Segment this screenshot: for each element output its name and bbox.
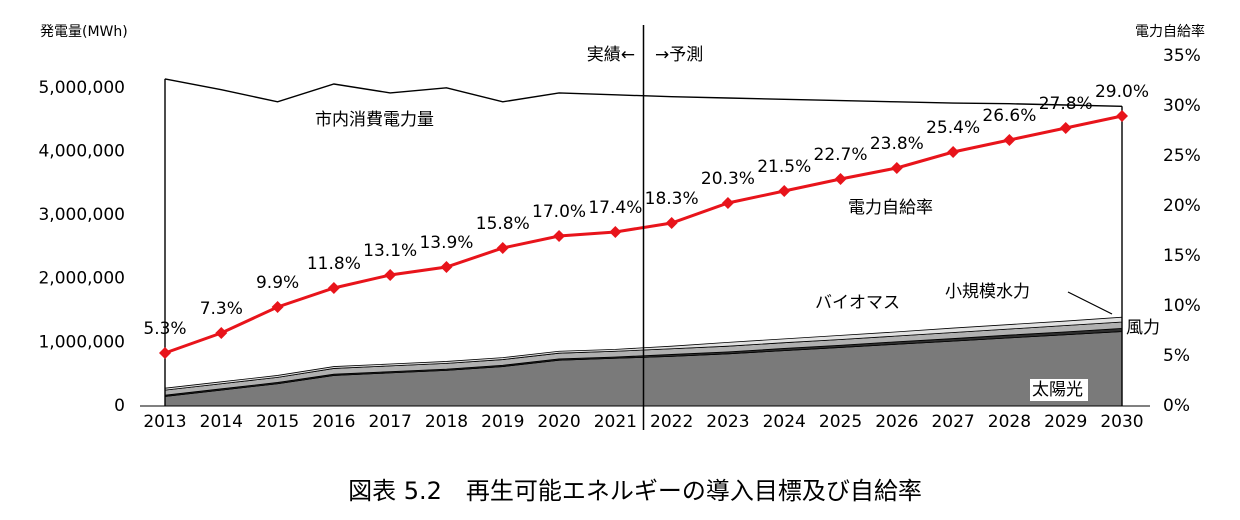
y-tick-label: 2,000,000 <box>38 269 125 289</box>
marker <box>327 282 340 294</box>
x-tick-label: 2030 <box>1100 412 1143 432</box>
x-tick-label: 2016 <box>312 412 355 432</box>
marker <box>496 242 509 254</box>
y2-tick-label: 20% <box>1163 196 1201 216</box>
data-label: 13.1% <box>363 241 417 261</box>
data-label: 9.9% <box>256 273 299 293</box>
x-tick-label: 2013 <box>143 412 186 432</box>
series-label: 太陽光 <box>1032 380 1083 400</box>
y-tick-label: 4,000,000 <box>38 141 125 161</box>
marker <box>890 162 903 174</box>
marker <box>721 197 734 209</box>
y2-axis-title: 電力自給率 <box>1135 23 1205 40</box>
marker <box>1116 110 1128 122</box>
x-tick-label: 2020 <box>537 412 580 432</box>
data-label: 7.3% <box>200 299 243 319</box>
data-label: 5.3% <box>143 319 186 339</box>
series-label: 電力自給率 <box>848 198 933 218</box>
series-label: 風力 <box>1126 318 1160 338</box>
marker <box>665 217 678 229</box>
data-label: 13.9% <box>419 233 473 253</box>
series-label: 小規模水力 <box>945 282 1030 302</box>
marker <box>778 185 791 197</box>
marker <box>834 173 847 185</box>
y-tick-label: 0 <box>114 396 125 416</box>
data-label: 22.7% <box>814 145 868 165</box>
series-label: バイオマス <box>815 293 900 313</box>
y2-tick-label: 25% <box>1163 146 1201 166</box>
x-tick-label: 2021 <box>594 412 637 432</box>
y2-tick-label: 10% <box>1163 296 1201 316</box>
y-tick-label: 5,000,000 <box>38 78 125 98</box>
y2-tick-label: 0% <box>1163 396 1190 416</box>
y-axis-title: 発電量(MWh) <box>40 24 128 40</box>
label-bg <box>1030 379 1088 401</box>
marker <box>215 327 228 339</box>
data-label: 17.0% <box>532 202 586 222</box>
y-tick-label: 3,000,000 <box>38 205 125 225</box>
data-label: 18.3% <box>645 189 699 209</box>
x-tick-label: 2025 <box>819 412 862 432</box>
marker <box>1059 122 1072 134</box>
marker <box>553 230 566 242</box>
marker <box>1003 134 1016 146</box>
data-label: 17.4% <box>588 198 642 218</box>
x-tick-label: 2027 <box>931 412 974 432</box>
data-label: 25.4% <box>926 118 980 138</box>
marker <box>271 301 284 313</box>
marker <box>159 347 171 359</box>
x-tick-label: 2019 <box>481 412 524 432</box>
x-tick-label: 2022 <box>650 412 693 432</box>
x-tick-label: 2014 <box>200 412 243 432</box>
x-tick-label: 2029 <box>1044 412 1087 432</box>
x-tick-label: 2015 <box>256 412 299 432</box>
data-label: 15.8% <box>476 214 530 234</box>
data-label: 23.8% <box>870 134 924 154</box>
data-label: 29.0% <box>1095 82 1149 102</box>
annotation: →予測 <box>655 45 703 65</box>
data-label: 20.3% <box>701 169 755 189</box>
x-tick-label: 2026 <box>875 412 918 432</box>
x-tick-label: 2028 <box>988 412 1031 432</box>
marker <box>947 146 960 158</box>
marker <box>609 226 622 238</box>
annotation: 実績← <box>587 45 635 65</box>
leader-line <box>1067 291 1113 315</box>
x-tick-label: 2018 <box>425 412 468 432</box>
data-label: 26.6% <box>982 106 1036 126</box>
y2-tick-label: 30% <box>1163 96 1201 116</box>
data-label: 27.8% <box>1039 94 1093 114</box>
marker <box>384 269 397 281</box>
x-tick-label: 2023 <box>706 412 749 432</box>
y2-tick-label: 35% <box>1163 46 1201 66</box>
chart-title: 図表 5.2 再生可能エネルギーの導入目標及び自給率 <box>348 477 922 505</box>
y-tick-label: 1,000,000 <box>38 332 125 352</box>
data-label: 21.5% <box>757 157 811 177</box>
data-label: 11.8% <box>307 254 361 274</box>
x-tick-label: 2024 <box>763 412 806 432</box>
series-label: 市内消費電力量 <box>315 110 434 130</box>
y2-tick-label: 15% <box>1163 246 1201 266</box>
x-tick-label: 2017 <box>369 412 412 432</box>
marker <box>440 261 453 273</box>
y2-tick-label: 5% <box>1163 346 1190 366</box>
